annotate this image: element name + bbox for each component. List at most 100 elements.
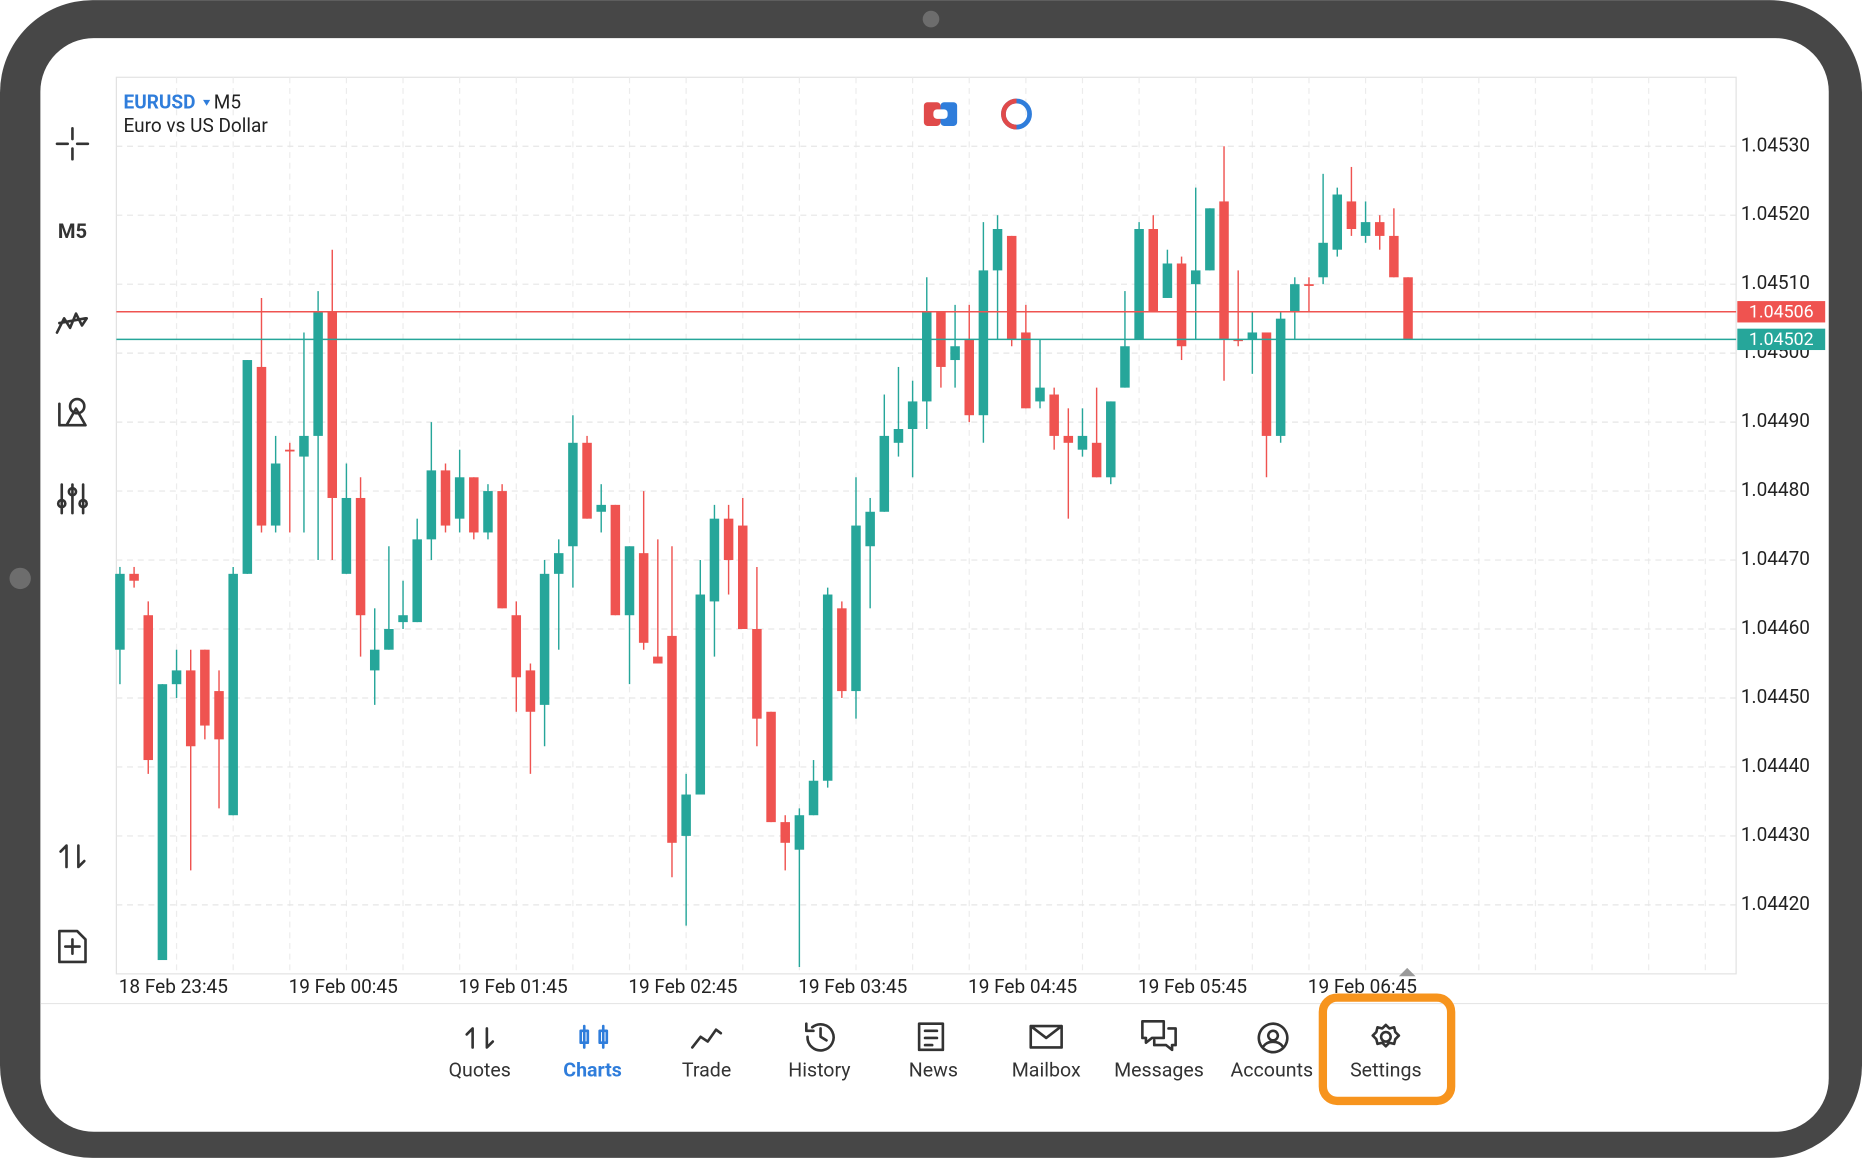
bid-label: 1.04502 <box>1749 329 1814 350</box>
candle-body <box>313 311 323 436</box>
settings-highlight <box>1318 993 1456 1106</box>
candle-body <box>384 629 394 650</box>
nav-item[interactable]: Mailbox <box>1012 1024 1081 1081</box>
nav-icon <box>1141 1020 1177 1052</box>
nav-icon <box>579 1024 609 1049</box>
candle-body <box>185 670 196 747</box>
candle-body <box>1346 201 1357 230</box>
candle-body <box>341 497 352 574</box>
trade-tool[interactable] <box>59 844 86 869</box>
y-tick-label: 1.04470 <box>1741 547 1810 570</box>
candle-body <box>369 649 380 671</box>
candle-body <box>950 346 960 361</box>
candle-body <box>1162 263 1173 298</box>
nav-icon <box>1257 1022 1289 1054</box>
screen <box>40 38 1829 1132</box>
scroll-marker <box>1398 967 1416 977</box>
objects-tool[interactable] <box>58 397 87 427</box>
x-tick-label: 19 Feb 06:45 <box>1308 975 1417 998</box>
settings-tool[interactable] <box>56 483 88 515</box>
nav-item[interactable]: Charts <box>563 1024 622 1081</box>
nav-item[interactable]: Trade <box>682 1028 731 1082</box>
nav-item[interactable]: Quotes <box>449 1027 511 1081</box>
candle-body <box>907 401 918 430</box>
timeframe-button[interactable]: M5 <box>58 219 87 243</box>
candle-body <box>978 270 989 416</box>
candle-body <box>539 573 550 705</box>
symbol[interactable]: EURUSD <box>124 90 196 113</box>
candle-body <box>1176 263 1187 347</box>
x-tick-label: 19 Feb 03:45 <box>798 975 907 998</box>
candle-body <box>327 311 338 498</box>
nav-label: Messages <box>1114 1058 1204 1081</box>
symbol-dropdown[interactable] <box>203 99 211 106</box>
candle-body <box>553 553 564 574</box>
candle-body <box>1134 229 1144 340</box>
candle-body <box>879 435 890 512</box>
candle-body <box>1360 222 1371 236</box>
indicators-tool[interactable] <box>55 312 88 334</box>
nav-label: Settings <box>1350 1058 1422 1081</box>
candle-body <box>1077 435 1088 450</box>
side-sensor <box>9 567 31 590</box>
nav-item[interactable]: Messages <box>1114 1020 1204 1081</box>
nav-item[interactable]: History <box>788 1022 851 1082</box>
nav-icon <box>691 1028 723 1049</box>
y-tick-label: 1.04450 <box>1741 685 1810 708</box>
y-tick-label: 1.04490 <box>1741 409 1810 432</box>
candle-body <box>638 553 649 643</box>
new-order-tool[interactable] <box>58 929 87 964</box>
y-tick-label: 1.04460 <box>1741 616 1810 639</box>
candle-body <box>454 477 465 519</box>
candle-body <box>355 497 366 616</box>
plot-border <box>115 76 1737 975</box>
candle-body <box>1190 270 1201 285</box>
one-click-icon[interactable] <box>923 102 958 126</box>
bid-label-box <box>1737 328 1826 351</box>
candle-body <box>837 608 847 692</box>
candle-body <box>1035 387 1045 402</box>
candle-body <box>1290 284 1300 312</box>
y-tick-label: 1.04510 <box>1741 271 1810 294</box>
candle-body <box>568 442 578 547</box>
crosshair-tool[interactable] <box>55 127 90 161</box>
nav-icon <box>805 1022 835 1052</box>
candle-body <box>1021 332 1031 409</box>
y-tick-label: 1.04480 <box>1741 478 1810 501</box>
x-tick-label: 19 Feb 02:45 <box>628 975 737 998</box>
candle-body <box>1120 346 1130 388</box>
candle-body <box>440 470 451 526</box>
nav-icon <box>1371 1023 1401 1048</box>
candle-body <box>1275 318 1286 436</box>
candle-body <box>1106 401 1116 478</box>
nav-label: Charts <box>563 1058 622 1081</box>
nav-label: Mailbox <box>1012 1058 1081 1081</box>
nav-item[interactable]: Settings <box>1350 1023 1422 1081</box>
y-tick-label: 1.04420 <box>1741 892 1810 915</box>
y-tick-label: 1.04440 <box>1741 754 1810 777</box>
nav-item[interactable]: Accounts <box>1231 1022 1314 1082</box>
nav-icon <box>465 1027 495 1049</box>
candle-body <box>1318 242 1328 278</box>
nav-label: Trade <box>682 1058 731 1081</box>
candle-body <box>1063 435 1074 443</box>
candle-body <box>200 649 210 726</box>
candle-body <box>822 594 833 781</box>
candle-body <box>157 684 168 961</box>
candle-body <box>270 463 281 526</box>
signal-icon[interactable] <box>1001 98 1032 130</box>
y-tick-label: 1.04530 <box>1741 133 1810 156</box>
candle-body <box>922 311 932 402</box>
candle-body <box>1389 235 1399 278</box>
camera <box>922 10 940 28</box>
plot-area: 1.045301.045201.045101.045001.044901.044… <box>115 77 1826 998</box>
candle-body <box>752 629 762 719</box>
description: Euro vs US Dollar <box>124 114 269 137</box>
y-tick-label: 1.04430 <box>1741 823 1810 846</box>
candle-body <box>709 518 720 602</box>
timeframe: M5 <box>214 90 241 113</box>
nav-item[interactable]: News <box>909 1022 958 1082</box>
candle-body <box>653 656 663 664</box>
